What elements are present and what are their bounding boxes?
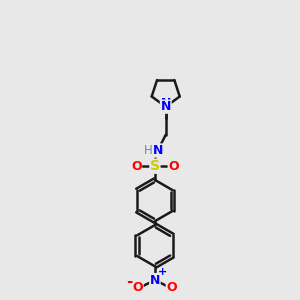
Text: O: O bbox=[168, 160, 179, 173]
Text: -: - bbox=[126, 274, 133, 289]
Text: O: O bbox=[166, 281, 177, 294]
Text: O: O bbox=[131, 160, 142, 173]
Text: N: N bbox=[160, 98, 171, 110]
Text: H: H bbox=[144, 144, 152, 157]
Text: N: N bbox=[150, 274, 160, 286]
Text: N: N bbox=[160, 100, 171, 113]
Text: O: O bbox=[132, 281, 143, 294]
Text: +: + bbox=[158, 267, 167, 277]
Text: N: N bbox=[153, 144, 164, 157]
Text: S: S bbox=[150, 159, 160, 173]
